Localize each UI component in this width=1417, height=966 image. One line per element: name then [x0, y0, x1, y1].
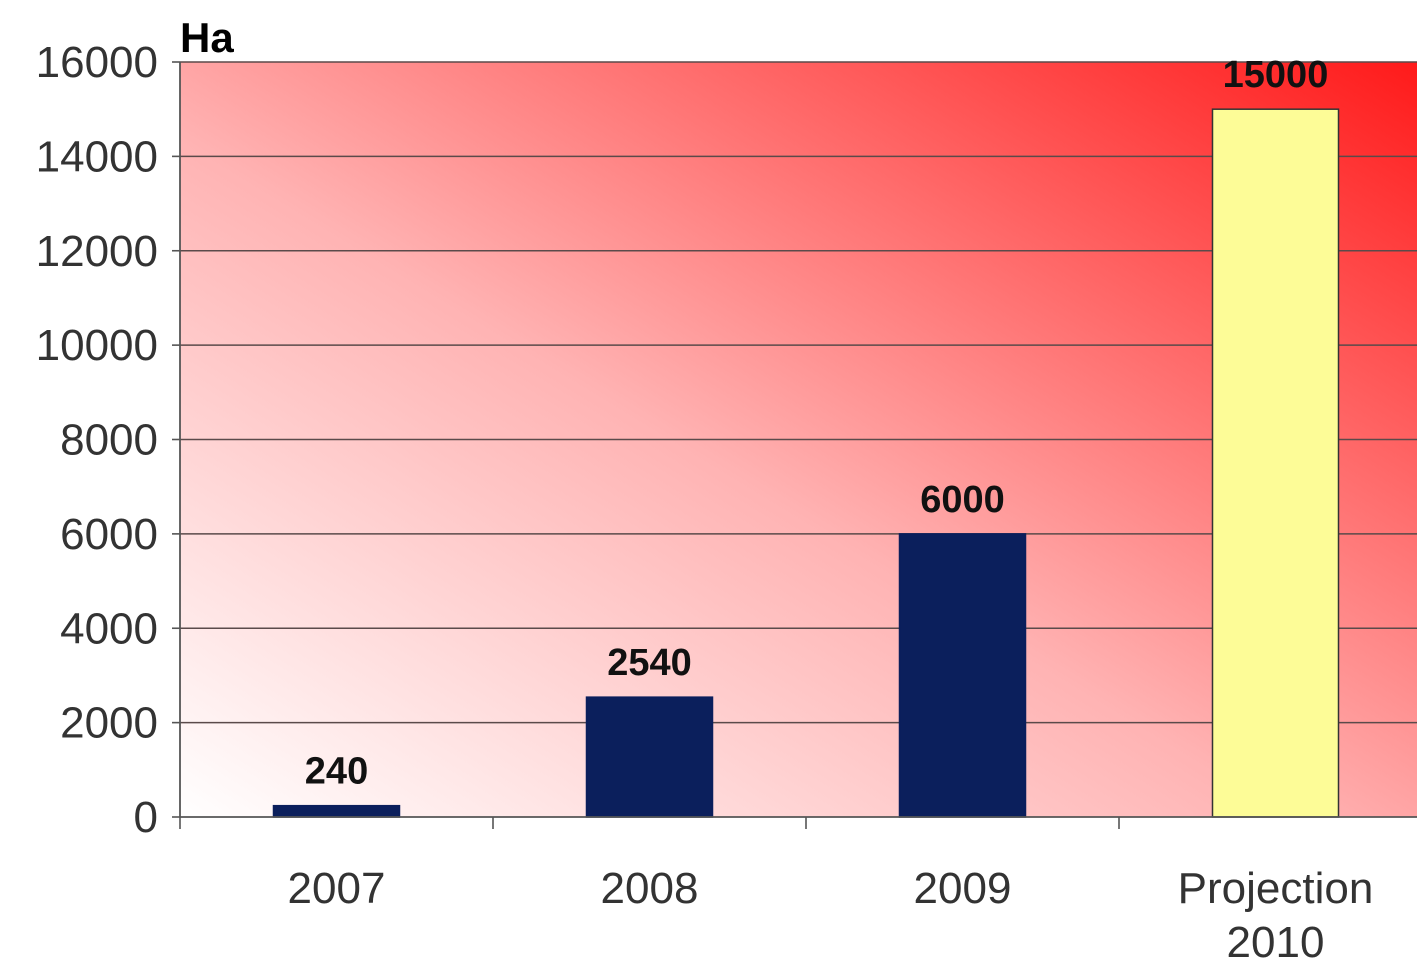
- data-label-2: 6000: [920, 479, 1005, 521]
- data-label-0: 240: [305, 751, 368, 793]
- x-category-label-line: 2007: [288, 864, 386, 913]
- y-tick-label: 4000: [60, 604, 158, 653]
- x-category-label-0: 2007: [288, 864, 386, 913]
- x-category-label-line: 2009: [914, 864, 1012, 913]
- y-tick-label: 12000: [36, 227, 158, 276]
- bar-1: [585, 696, 714, 818]
- y-axis-tick-labels: 0 2000 4000 6000 8000 10000 12000 14000 16000: [36, 38, 180, 842]
- y-tick-label: 16000: [36, 38, 158, 87]
- y-tick-label: 2000: [60, 699, 158, 748]
- y-tick-label: 10000: [36, 321, 158, 370]
- data-label-1: 2540: [607, 642, 692, 684]
- y-tick-label: 0: [134, 793, 158, 842]
- x-category-label-line: Projection: [1178, 864, 1374, 913]
- y-axis-unit-label: Ha: [180, 14, 234, 61]
- bar-0: [272, 804, 401, 818]
- y-tick-label: 6000: [60, 510, 158, 559]
- axes: [179, 62, 1417, 829]
- bar-2: [898, 533, 1027, 818]
- bars: [272, 108, 1340, 818]
- x-category-label-2: 2009: [914, 864, 1012, 913]
- x-axis-category-labels: 2007 2008 2009 Projection 2010: [288, 864, 1374, 966]
- x-category-label-3: Projection 2010: [1178, 864, 1374, 966]
- y-tick-label: 14000: [36, 132, 158, 181]
- x-category-label-1: 2008: [601, 864, 699, 913]
- bar-3: [1211, 108, 1340, 818]
- x-category-label-line: 2010: [1227, 918, 1325, 966]
- bar-data-labels: 240 2540 6000 15000: [305, 54, 1329, 792]
- data-label-3: 15000: [1223, 54, 1329, 96]
- y-tick-label: 8000: [60, 416, 158, 465]
- x-category-label-line: 2008: [601, 864, 699, 913]
- gridlines: [180, 61, 1417, 724]
